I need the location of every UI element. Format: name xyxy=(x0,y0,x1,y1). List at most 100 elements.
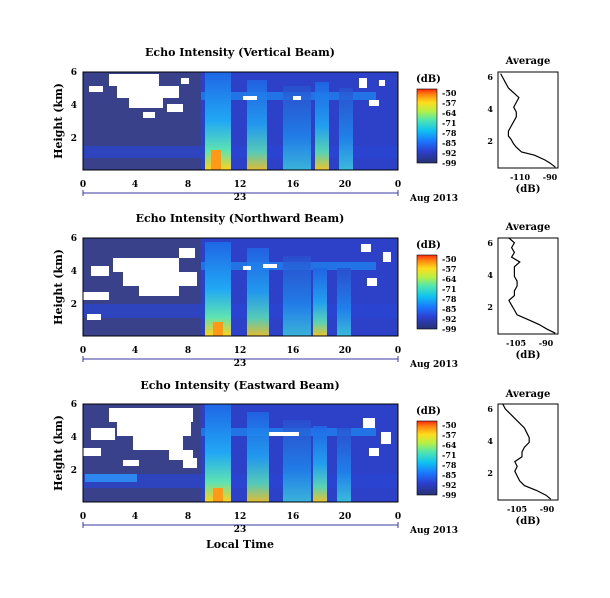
x-tick-label: 20 xyxy=(339,346,352,356)
heatmap xyxy=(83,238,398,336)
low-level-echo xyxy=(85,474,137,482)
colorbar-tick: -50 xyxy=(442,88,457,98)
y-tick-label: 4 xyxy=(71,267,77,277)
x-tick-label: 16 xyxy=(287,346,300,356)
x-tick-label: 12 xyxy=(234,512,247,522)
date-axis: 23 Aug 2013 xyxy=(82,356,458,370)
no-data-gaps xyxy=(83,408,391,468)
y-axis: 6 4 2 Height (km) xyxy=(52,234,77,325)
profile: Average 2 4 6 -110 -90 (dB) xyxy=(487,56,559,195)
y-tick-label: 2 xyxy=(71,134,77,144)
x-tick-label: 20 xyxy=(339,180,352,190)
profile-x-label: (dB) xyxy=(516,516,541,527)
x-tick-label: 8 xyxy=(185,346,191,356)
profile-x-tick: -110 xyxy=(510,172,530,182)
x-tick-label: 0 xyxy=(395,512,401,522)
profile-y-tick: 4 xyxy=(487,270,493,280)
profile-x-tick: -90 xyxy=(539,338,554,348)
colorbar-tick: -78 xyxy=(442,460,457,470)
strong-echo xyxy=(211,150,221,170)
profile-x-label: (dB) xyxy=(516,350,541,361)
convective-column xyxy=(205,242,231,336)
convective-column xyxy=(283,256,311,336)
convective-column xyxy=(247,412,269,502)
date-label: Aug 2013 xyxy=(409,526,458,536)
day-label: 23 xyxy=(234,359,247,369)
colorbar-tick: -64 xyxy=(442,108,457,118)
y-tick-label: 2 xyxy=(71,466,77,476)
panel-northward: Echo Intensity (Northward Beam) 6 xyxy=(52,212,559,370)
colorbar-tick: -78 xyxy=(442,128,457,138)
panel-title: Echo Intensity (Eastward Beam) xyxy=(140,379,339,392)
profile-frame xyxy=(497,71,559,169)
profile-x-tick: -90 xyxy=(540,504,555,514)
y-tick-label: 4 xyxy=(71,433,77,443)
x-axis: 0 4 8 12 16 20 0 xyxy=(80,512,401,522)
colorbar-tick: -92 xyxy=(442,148,456,158)
y-axis: 6 4 2 Height (km) xyxy=(52,68,77,159)
convective-column xyxy=(247,80,267,170)
profile-y-tick: 2 xyxy=(487,136,493,146)
profile: Average 2 4 6 -105 -90 (dB) xyxy=(487,389,559,527)
colorbar-tick: -71 xyxy=(442,450,456,460)
y-tick-label: 6 xyxy=(71,68,77,78)
profile-frame xyxy=(497,237,559,335)
x-tick-label: 0 xyxy=(395,346,401,356)
profile-x-label: (dB) xyxy=(516,184,541,195)
profile-frame xyxy=(497,403,559,501)
profile-x-tick: -105 xyxy=(506,338,526,348)
y-tick-label: 2 xyxy=(71,300,77,310)
colorbar-tick: -85 xyxy=(442,304,456,314)
x-tick-label: 0 xyxy=(395,180,401,190)
convective-column xyxy=(247,248,269,336)
profile-x-tick: -105 xyxy=(507,504,527,514)
heatmap xyxy=(83,72,398,170)
colorbar-tick: -71 xyxy=(442,284,456,294)
profile-line xyxy=(502,403,552,500)
colorbar-tick: -50 xyxy=(442,420,457,430)
profile-x-tick: -90 xyxy=(543,172,558,182)
convective-column xyxy=(205,404,231,502)
plot-frame xyxy=(82,237,399,337)
y-tick-label: 6 xyxy=(71,400,77,410)
colorbar-tick: -57 xyxy=(442,98,456,108)
profile-y-tick: 4 xyxy=(487,436,493,446)
y-axis-label: Height (km) xyxy=(52,415,65,491)
colorbar-tick: -99 xyxy=(442,490,457,500)
x-tick-label: 16 xyxy=(287,180,300,190)
profile-title: Average xyxy=(505,389,551,400)
y-tick-label: 4 xyxy=(71,101,77,111)
convective-column xyxy=(337,268,351,336)
convective-column xyxy=(313,268,327,336)
x-axis-label: Local Time xyxy=(206,538,274,551)
strong-echo xyxy=(213,322,223,336)
plot-frame xyxy=(82,403,399,503)
colorbar-tick: -92 xyxy=(442,480,456,490)
panel-title: Echo Intensity (Vertical Beam) xyxy=(145,46,335,59)
y-axis-label: Height (km) xyxy=(52,249,65,325)
profile-line xyxy=(500,73,556,168)
colorbar-tick: -99 xyxy=(442,158,457,168)
panel-eastward: Echo Intensity (Eastward Beam) xyxy=(52,379,559,551)
day-label: 23 xyxy=(234,525,247,535)
plot-frame xyxy=(82,71,399,171)
colorbar-ramp xyxy=(416,88,438,164)
colorbar-tick: -57 xyxy=(442,264,456,274)
no-data-gaps xyxy=(83,244,391,320)
x-tick-label: 12 xyxy=(234,180,247,190)
colorbar-tick: -78 xyxy=(442,294,457,304)
y-tick-label: 6 xyxy=(71,234,77,244)
x-tick-label: 4 xyxy=(132,512,138,522)
x-tick-label: 4 xyxy=(132,346,138,356)
profile-title: Average xyxy=(505,222,551,233)
convective-column xyxy=(313,426,327,502)
convective-column xyxy=(315,82,329,170)
date-axis: 23 Aug 2013 xyxy=(82,190,458,204)
profile-line xyxy=(508,237,556,334)
x-tick-label: 8 xyxy=(185,180,191,190)
panel-title: Echo Intensity (Northward Beam) xyxy=(136,212,345,225)
colorbar-tick: -85 xyxy=(442,470,456,480)
profile-y-tick: 2 xyxy=(487,468,493,478)
colorbar: (dB) -50 -57 -64 -71 -78 -85 -92 -99 xyxy=(416,406,457,500)
